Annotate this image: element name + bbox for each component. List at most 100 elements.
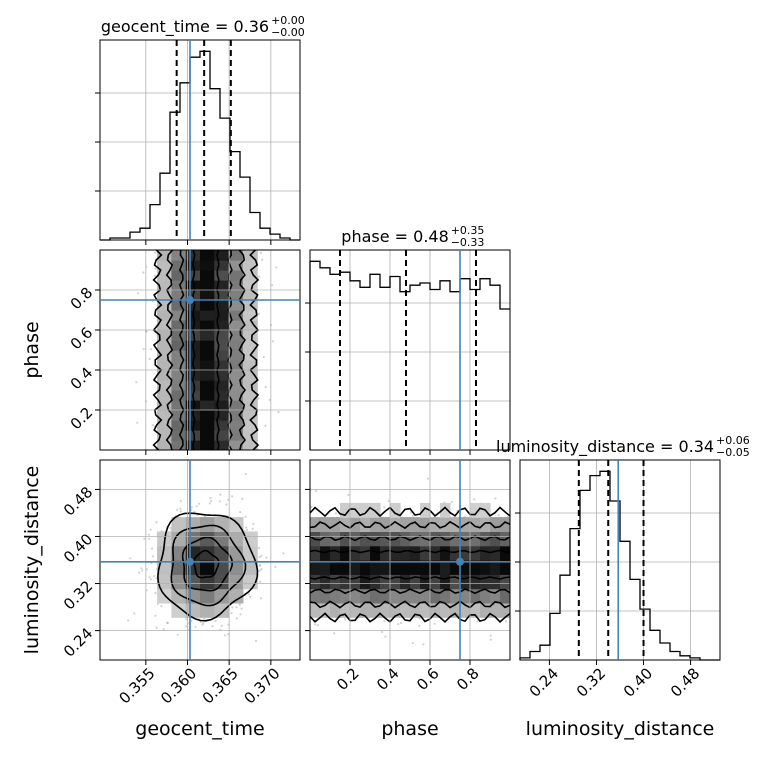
sample-point <box>254 639 258 643</box>
density-cell <box>370 560 381 575</box>
sample-point <box>151 424 154 427</box>
density-cell <box>157 420 172 431</box>
sample-point <box>210 499 213 503</box>
density-cell <box>171 320 187 331</box>
density-cell <box>330 588 341 604</box>
panel-frame <box>99 249 301 451</box>
density-cell <box>490 517 501 532</box>
sample-point <box>150 348 153 351</box>
density-cell <box>171 290 187 301</box>
sample-point <box>148 357 151 361</box>
density-cell <box>370 517 381 532</box>
density-cell <box>228 330 244 341</box>
density-cell <box>350 602 361 618</box>
sample-point <box>246 528 249 531</box>
density-cell <box>185 320 201 331</box>
density-cell <box>185 531 201 547</box>
contour-line <box>310 588 510 595</box>
density-cell <box>480 531 491 547</box>
density-cell <box>242 340 258 351</box>
axis-label-x-phase: phase <box>381 718 438 740</box>
contour-line <box>152 250 163 450</box>
density-cell <box>242 410 258 421</box>
density-cell <box>410 574 421 590</box>
density-cell <box>440 574 451 590</box>
density-cell <box>400 560 411 575</box>
density-cell <box>200 330 215 341</box>
density-cell <box>370 588 381 604</box>
density-cell <box>390 560 401 575</box>
sample-point <box>344 618 347 621</box>
density-cell <box>410 602 421 618</box>
sample-point <box>271 284 274 287</box>
density-cell <box>242 560 258 575</box>
density-cell <box>214 380 230 391</box>
sample-point <box>261 258 264 261</box>
tick-label-x: 0.2 <box>333 664 363 694</box>
density-cell <box>157 300 172 311</box>
density-cell <box>242 390 258 401</box>
density-cell <box>214 410 230 421</box>
density-cell <box>420 517 431 532</box>
sample-point <box>268 398 271 401</box>
density-cell <box>390 517 401 532</box>
sample-point <box>333 632 336 635</box>
sample-point <box>450 500 453 503</box>
density-cell <box>480 574 491 590</box>
density-cell <box>242 270 258 281</box>
density-cell <box>400 531 411 547</box>
density-cell <box>350 531 361 547</box>
density-cell <box>360 502 371 518</box>
sample-point <box>411 514 415 517</box>
sample-point <box>140 567 143 570</box>
sample-point <box>260 597 263 600</box>
density-cell <box>200 420 215 431</box>
sample-point <box>258 569 261 572</box>
density-cell <box>185 430 201 441</box>
density-cell <box>185 330 201 341</box>
tick-label-x: 0.8 <box>453 664 483 694</box>
density-cell <box>214 350 230 361</box>
sample-point <box>315 489 318 493</box>
density-cell <box>400 574 411 590</box>
density-cell <box>310 588 321 604</box>
density-cell <box>470 545 481 561</box>
sample-point <box>418 624 421 627</box>
hist-title: luminosity_distance = 0.34 <box>496 437 714 457</box>
sample-point <box>397 623 400 626</box>
density-cell <box>350 588 361 604</box>
density-cell <box>200 517 215 532</box>
density-cell <box>228 574 244 590</box>
density-cell <box>450 560 461 575</box>
sample-point <box>211 625 214 628</box>
density-cell <box>340 574 351 590</box>
sample-point <box>504 620 508 623</box>
density-cell <box>228 588 244 604</box>
tick-label-y: 0.2 <box>67 404 97 434</box>
density-cell <box>228 390 244 401</box>
density-panel-luminosity_distance-vs-geocent_time <box>127 472 285 643</box>
density-cell <box>460 574 471 590</box>
density-cell <box>360 560 371 575</box>
density-cell <box>228 370 244 381</box>
density-cell <box>214 545 230 561</box>
density-cell <box>440 531 451 547</box>
sample-point <box>190 506 193 509</box>
sample-point <box>259 251 262 254</box>
density-cell <box>200 430 215 441</box>
sample-point <box>387 499 390 503</box>
density-cell <box>171 410 187 421</box>
density-cell <box>420 560 431 575</box>
density-cell <box>430 588 441 604</box>
density-cell <box>171 310 187 321</box>
density-panel-phase-vs-geocent_time <box>135 250 280 450</box>
density-cell <box>157 280 172 291</box>
density-cell <box>360 588 371 604</box>
density-cell <box>480 517 491 532</box>
contour-line <box>191 250 196 450</box>
density-cell <box>228 545 244 561</box>
density-cell <box>171 400 187 411</box>
density-cell <box>157 250 172 261</box>
density-cell <box>380 531 391 547</box>
density-cell <box>157 270 172 281</box>
